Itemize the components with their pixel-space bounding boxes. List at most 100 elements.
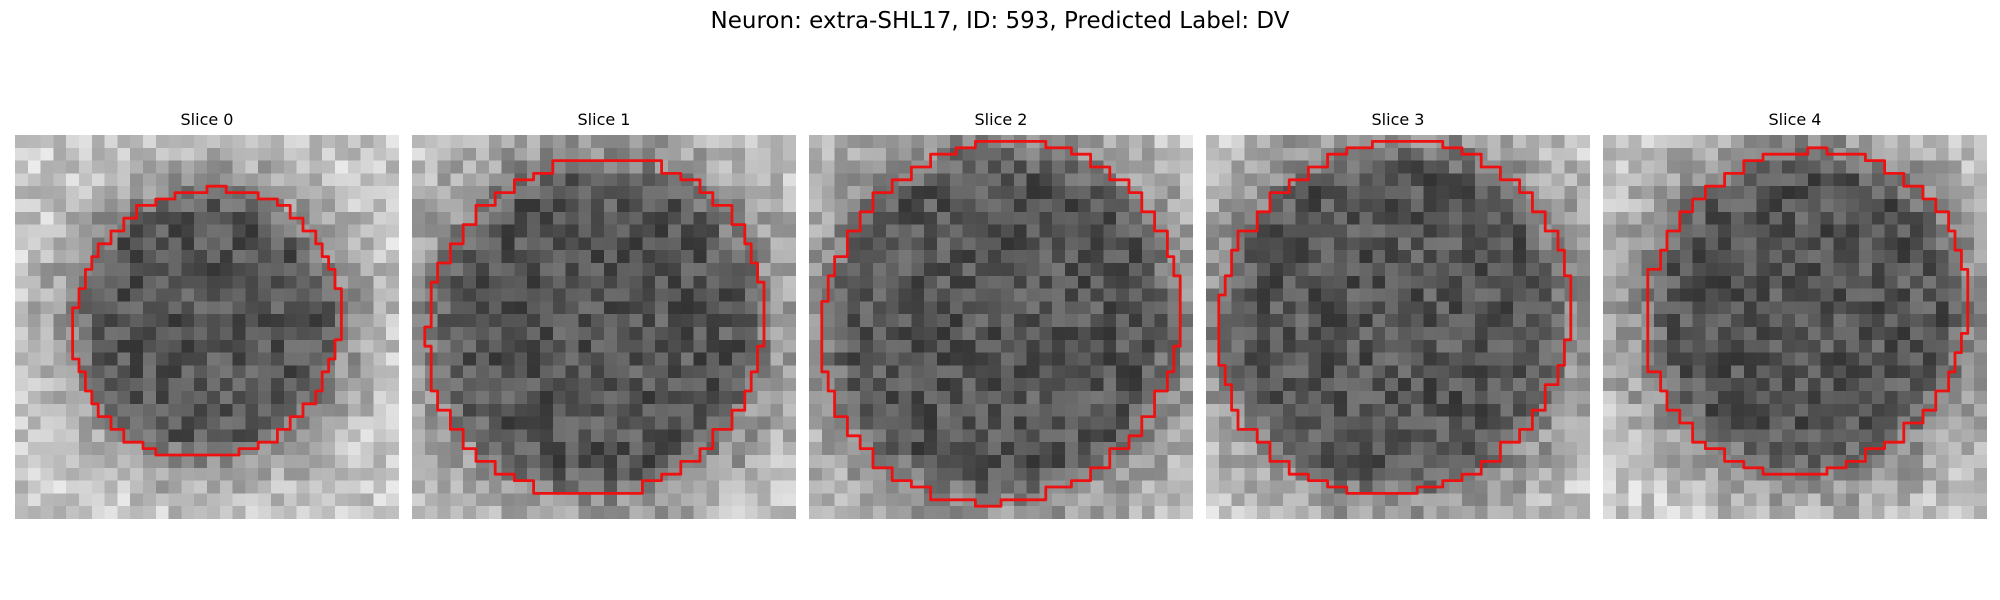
pixel xyxy=(1218,224,1232,238)
pixel xyxy=(488,250,502,264)
pixel xyxy=(1103,416,1117,430)
pixel xyxy=(1334,493,1348,507)
pixel xyxy=(1026,301,1040,315)
pixel xyxy=(1910,211,1924,225)
pixel xyxy=(1603,135,1617,149)
pixel xyxy=(1282,224,1296,238)
pixel xyxy=(488,403,502,417)
pixel xyxy=(1654,416,1668,430)
pixel xyxy=(1474,224,1488,238)
pixel xyxy=(732,263,746,277)
pixel xyxy=(271,275,285,289)
pixel xyxy=(181,135,195,149)
pixel xyxy=(1308,365,1322,379)
pixel xyxy=(1743,301,1757,315)
pixel xyxy=(604,224,618,238)
pixel xyxy=(1039,416,1053,430)
pixel xyxy=(1820,263,1834,277)
pixel xyxy=(373,173,387,187)
pixel xyxy=(1154,263,1168,277)
pixel xyxy=(117,199,131,213)
pixel xyxy=(1961,455,1975,469)
pixel xyxy=(1090,147,1104,161)
pixel xyxy=(1141,275,1155,289)
pixel xyxy=(1603,339,1617,353)
pixel xyxy=(283,147,297,161)
pixel xyxy=(1974,416,1987,430)
pixel xyxy=(245,365,259,379)
pixel xyxy=(1180,416,1193,430)
pixel xyxy=(1474,288,1488,302)
pixel xyxy=(1474,352,1488,366)
pixel xyxy=(668,327,682,341)
pixel xyxy=(1026,455,1040,469)
pixel xyxy=(834,173,848,187)
pixel xyxy=(1039,403,1053,417)
pixel xyxy=(527,506,541,519)
pixel xyxy=(629,199,643,213)
pixel xyxy=(1628,211,1642,225)
pixel xyxy=(219,301,233,315)
pixel xyxy=(680,391,694,405)
pixel xyxy=(1692,403,1706,417)
pixel xyxy=(744,288,758,302)
pixel xyxy=(1743,429,1757,443)
pixel xyxy=(1961,365,1975,379)
pixel xyxy=(1449,378,1463,392)
pixel xyxy=(1103,352,1117,366)
pixel xyxy=(1615,352,1629,366)
pixel xyxy=(1077,339,1091,353)
pixel xyxy=(783,250,796,264)
pixel xyxy=(66,211,80,225)
pixel xyxy=(181,365,195,379)
pixel xyxy=(873,224,887,238)
pixel xyxy=(1423,275,1437,289)
pixel xyxy=(40,416,54,430)
pixel xyxy=(258,301,272,315)
pixel xyxy=(783,314,796,328)
pixel xyxy=(1910,467,1924,481)
pixel xyxy=(962,301,976,315)
pixel xyxy=(1731,416,1745,430)
pixel xyxy=(1679,467,1693,481)
pixel xyxy=(860,467,874,481)
pixel xyxy=(258,135,272,149)
pixel xyxy=(1077,365,1091,379)
pixel xyxy=(1423,467,1437,481)
pixel xyxy=(1257,327,1271,341)
pixel xyxy=(937,429,951,443)
pixel xyxy=(1935,467,1949,481)
pixel xyxy=(1667,442,1681,456)
pixel xyxy=(821,480,835,494)
pixel xyxy=(1206,147,1220,161)
pixel xyxy=(1961,429,1975,443)
pixel xyxy=(1603,275,1617,289)
pixel xyxy=(629,365,643,379)
pixel xyxy=(1410,224,1424,238)
pixel xyxy=(117,467,131,481)
pixel xyxy=(412,455,426,469)
pixel xyxy=(1385,416,1399,430)
pixel xyxy=(1154,378,1168,392)
pixel xyxy=(1692,211,1706,225)
pixel xyxy=(1129,263,1143,277)
pixel xyxy=(1974,442,1987,456)
pixel xyxy=(1077,403,1091,417)
pixel xyxy=(1603,186,1617,200)
pixel xyxy=(1410,250,1424,264)
pixel xyxy=(540,416,554,430)
pixel xyxy=(1244,429,1258,443)
pixel xyxy=(463,211,477,225)
pixel xyxy=(757,506,771,519)
pixel xyxy=(1077,135,1091,149)
pixel xyxy=(1654,160,1668,174)
pixel xyxy=(258,480,272,494)
pixel xyxy=(988,301,1002,315)
pixel xyxy=(1743,160,1757,174)
pixel xyxy=(924,506,938,519)
pixel xyxy=(437,263,451,277)
pixel xyxy=(1820,455,1834,469)
pixel xyxy=(898,403,912,417)
pixel xyxy=(1628,263,1642,277)
pixel xyxy=(1935,288,1949,302)
